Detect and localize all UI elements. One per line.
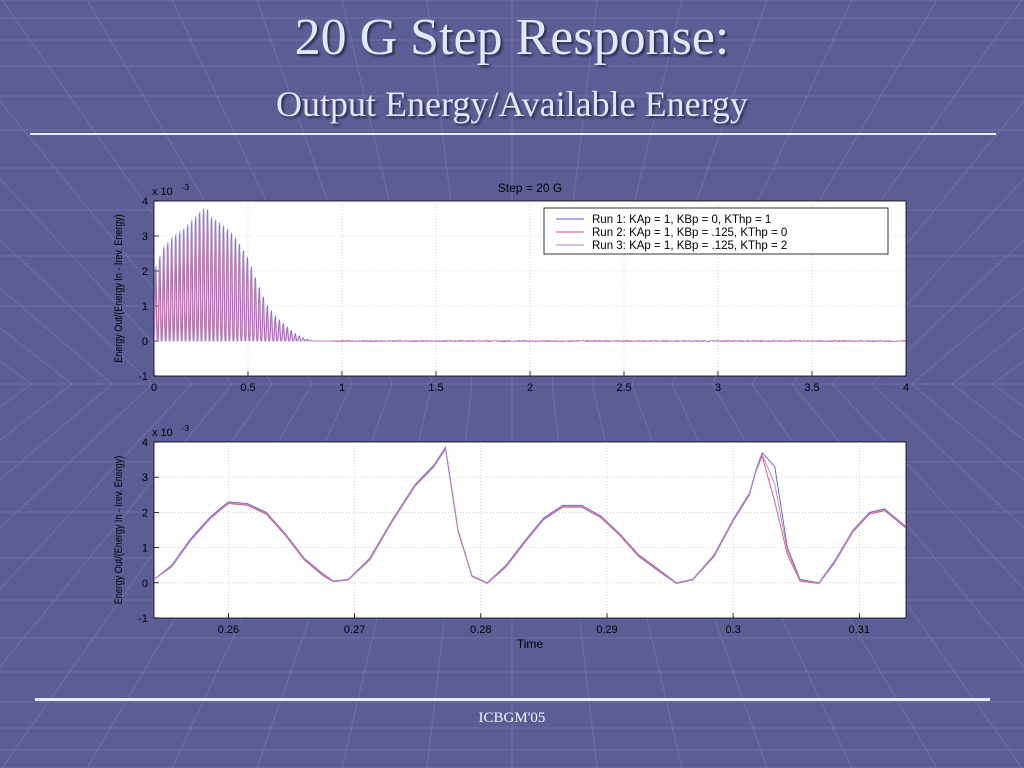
slide-title: 20 G Step Response: <box>294 9 730 66</box>
chart1-y-axis-label: Energy Out/(Energy In - Irev. Energy) <box>113 214 125 363</box>
chart1-series-3 <box>154 211 906 343</box>
chart2-series-3 <box>154 447 906 584</box>
chart1-x-tick-label: 2 <box>527 382 533 394</box>
chart1-x-tick-label: 1.5 <box>428 382 443 394</box>
chart2-y-tick-label: 4 <box>142 437 148 449</box>
chart1-x-tick-label: 4 <box>903 382 909 394</box>
chart2-plot-area <box>153 441 907 619</box>
chart1-legend-label-1: Run 1: KAp = 1, KBp = 0, KThp = 1 <box>592 214 771 226</box>
chart2-x-tick-label: 0.28 <box>470 624 491 636</box>
chart1-x-tick-label: 0 <box>151 382 157 394</box>
chart1-x-tick-label: 3.5 <box>804 382 819 394</box>
chart1-y-tick-label: 3 <box>142 231 148 243</box>
chart1-y-tick-label: 4 <box>142 196 148 208</box>
chart2-exponent-power: -3 <box>182 424 190 433</box>
chart2-x-tick-label: 0.27 <box>344 624 365 636</box>
chart1-x-tick-label: 3 <box>715 382 721 394</box>
chart2-x-tick-label: 0.29 <box>596 624 617 636</box>
chart2-series-1 <box>154 446 906 584</box>
chart1-legend-label-2: Run 2: KAp = 1, KBp = .125, KThp = 0 <box>592 227 787 239</box>
chart1-legend-label-3: Run 3: KAp = 1, KBp = .125, KThp = 2 <box>592 240 787 252</box>
chart2-exponent-label: x 10 <box>152 427 173 439</box>
chart2-y-tick-label: 3 <box>142 472 148 484</box>
title-divider <box>30 133 996 135</box>
footer-divider <box>35 698 990 701</box>
chart2-y-axis-label: Energy Out/(Energy In - Irev. Energy) <box>113 456 125 605</box>
chart1-y-tick-label: 1 <box>142 301 148 313</box>
chart2-x-tick-label: 0.26 <box>218 624 239 636</box>
chart1-y-tick-label: 2 <box>142 266 148 278</box>
chart2-x-tick-label: 0.3 <box>725 624 740 636</box>
chart1-y-tick-label: 0 <box>142 336 148 348</box>
slide-subtitle: Output Energy/Available Energy <box>276 84 748 124</box>
footer-text: ICBGM'05 <box>478 710 546 726</box>
chart1-exponent-label: x 10 <box>152 186 173 198</box>
chart2-y-tick-label: 2 <box>142 507 148 519</box>
chart2-x-tick-label: 0.31 <box>849 624 870 636</box>
chart1-x-tick-label: 1 <box>339 382 345 394</box>
chart2-series-2 <box>154 447 906 585</box>
chart2-y-tick-label: 1 <box>142 543 148 555</box>
chart1-title: Step = 20 G <box>498 181 562 195</box>
chart2-y-tick-label: -1 <box>138 613 148 625</box>
chart1-x-tick-label: 0.5 <box>240 382 255 394</box>
chart1-exponent-power: -3 <box>182 183 190 192</box>
chart1-y-tick-label: -1 <box>138 371 148 383</box>
chart2-x-axis-label: Time <box>517 637 544 651</box>
chart2-y-tick-label: 0 <box>142 578 148 590</box>
chart1-x-tick-label: 2.5 <box>616 382 631 394</box>
chart1-legend <box>543 207 889 255</box>
